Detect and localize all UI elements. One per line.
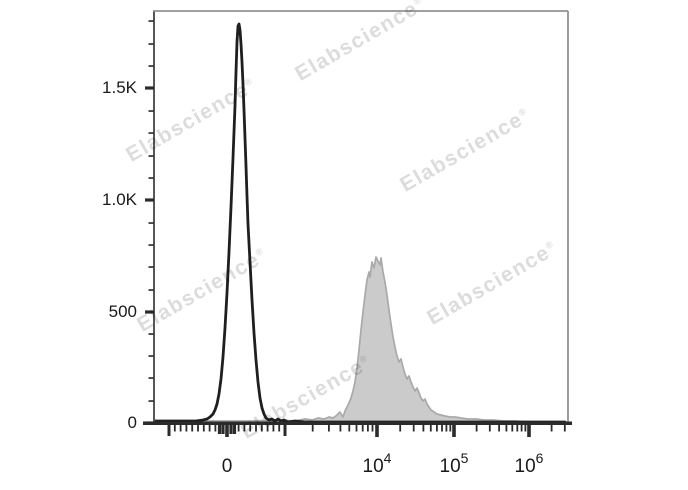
x-axis-minor-tick xyxy=(488,425,491,432)
y-axis-minor-tick xyxy=(148,43,154,45)
y-axis-minor-tick xyxy=(148,177,154,179)
x-axis-major-tick xyxy=(375,425,379,437)
y-axis-minor-tick xyxy=(148,20,154,22)
x-axis-minor-tick xyxy=(445,425,448,432)
x-axis-minor-tick xyxy=(191,425,194,432)
y-axis-tick-label: 500 xyxy=(109,302,137,321)
x-axis-major-tick xyxy=(225,425,229,437)
x-axis-tick-label: 106 xyxy=(515,450,544,477)
y-axis-minor-tick xyxy=(148,132,154,134)
y-axis-minor-tick xyxy=(148,289,154,291)
x-axis-minor-tick xyxy=(498,425,500,432)
x-axis-minor-tick xyxy=(399,425,402,432)
y-axis-minor-tick xyxy=(148,244,154,246)
y-axis-major-tick xyxy=(145,310,154,314)
y-axis-major-tick xyxy=(145,86,154,90)
y-axis-minor-tick xyxy=(148,266,154,268)
stained-sample-outline xyxy=(155,256,565,423)
x-axis-minor-tick xyxy=(202,425,205,432)
x-axis-minor-tick xyxy=(272,425,275,432)
x-axis-minor-tick xyxy=(339,425,342,432)
x-axis-zero-cluster-tick xyxy=(232,425,237,434)
y-axis-minor-tick xyxy=(148,400,154,402)
x-axis-minor-tick xyxy=(563,425,566,432)
x-axis-zero-cluster-tick xyxy=(229,425,233,434)
x-axis-minor-tick xyxy=(311,425,314,432)
y-axis-minor-tick xyxy=(148,65,154,67)
x-axis-mid-tick xyxy=(167,425,171,436)
y-axis-minor-tick xyxy=(148,155,154,157)
x-axis-tick-label: 0 xyxy=(222,456,233,477)
x-axis-minor-tick xyxy=(361,425,364,432)
x-axis-minor-tick xyxy=(185,425,188,432)
y-axis-tick-label: 1.5K xyxy=(102,78,138,97)
x-axis-minor-tick xyxy=(511,425,514,432)
x-axis-major-tick xyxy=(527,425,531,437)
x-axis-zero-cluster-tick xyxy=(221,425,225,434)
x-axis-minor-tick xyxy=(260,425,263,432)
y-axis-minor-tick xyxy=(148,222,154,224)
y-axis-tick-label: 1.0K xyxy=(102,190,138,209)
x-axis-minor-tick xyxy=(367,425,369,432)
x-axis-minor-tick xyxy=(249,425,252,432)
x-axis-minor-tick xyxy=(550,425,553,432)
x-axis-minor-tick xyxy=(237,425,240,432)
x-axis-minor-tick xyxy=(371,425,374,432)
y-axis-major-tick xyxy=(145,421,154,425)
y-axis-minor-tick xyxy=(148,110,154,112)
x-axis-minor-tick xyxy=(436,425,438,432)
y-axis-minor-tick xyxy=(148,333,154,335)
y-axis-minor-tick xyxy=(148,355,154,357)
x-axis-minor-tick xyxy=(524,425,527,432)
x-axis-minor-tick xyxy=(348,425,351,432)
x-axis-minor-tick xyxy=(475,425,478,432)
x-axis-minor-tick xyxy=(449,425,452,432)
x-axis-minor-tick xyxy=(214,425,217,432)
x-axis-minor-tick xyxy=(441,425,443,432)
x-axis-minor-tick xyxy=(243,425,246,432)
negative-control-curve xyxy=(153,22,567,424)
y-axis-major-tick xyxy=(145,198,154,202)
x-axis-minor-tick xyxy=(255,425,257,432)
x-axis-minor-tick xyxy=(179,425,182,432)
x-axis-minor-tick xyxy=(328,425,330,432)
x-axis-minor-tick xyxy=(278,425,281,432)
x-axis-minor-tick xyxy=(505,425,508,432)
x-axis-minor-tick xyxy=(197,425,199,432)
x-axis-minor-tick xyxy=(173,425,176,432)
x-axis-minor-tick xyxy=(520,425,523,432)
x-axis-tick-label: 105 xyxy=(440,450,469,477)
x-axis-minor-tick xyxy=(516,425,519,432)
x-axis-line xyxy=(143,421,572,425)
x-axis-tick-label: 104 xyxy=(363,450,392,477)
x-axis-major-tick xyxy=(452,425,456,437)
y-axis-minor-tick xyxy=(148,377,154,379)
y-axis-tick-label: 0 xyxy=(128,413,137,432)
x-axis-minor-tick xyxy=(422,425,425,432)
x-axis-minor-tick xyxy=(355,425,358,432)
x-axis-minor-tick xyxy=(412,425,415,432)
x-axis-minor-tick xyxy=(266,425,269,432)
x-axis-zero-cluster-tick xyxy=(217,425,222,434)
x-axis-minor-tick xyxy=(429,425,432,432)
x-axis-minor-tick xyxy=(208,425,211,432)
x-axis-mid-tick xyxy=(283,425,287,436)
